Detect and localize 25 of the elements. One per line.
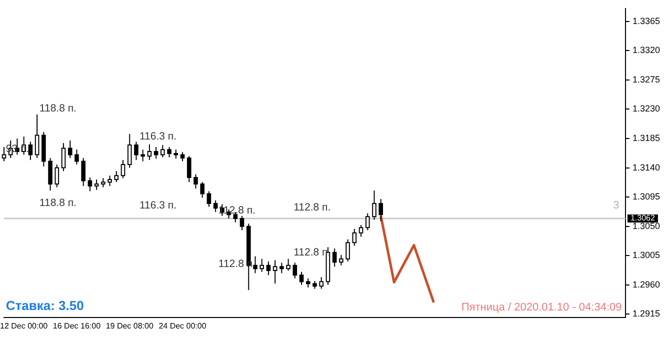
y-tick-label: 1.3095	[632, 192, 660, 202]
y-tick-label: 1.3005	[632, 250, 660, 260]
y-tick-label: 1.3050	[632, 220, 660, 231]
x-tick-label: 12 Dec 00:00	[0, 321, 48, 330]
x-tick-label: 24 Dec 00:00	[158, 321, 207, 330]
y-tick-label: 1.3275	[632, 74, 660, 84]
y-tick-label: 1.3230	[632, 104, 660, 114]
annotation: 118.8 п.	[39, 196, 76, 209]
annotation: 112.8 п.	[218, 258, 256, 270]
annotation: 112.8 п.	[294, 202, 331, 214]
annotation: 118.8 п.	[39, 102, 76, 114]
annotation: 116.3 п.	[139, 130, 177, 143]
y-tick-label: 1.3365	[632, 16, 660, 26]
y-tick-label: 1.3140	[632, 162, 660, 172]
annotation: Пятница / 2020.01.10 - 04:34:09	[461, 301, 622, 314]
annotation: 116.3 п.	[139, 200, 177, 212]
annotation: 3	[613, 199, 620, 212]
ref-line-label: 1.3062	[630, 214, 656, 223]
y-tick-label: 1.3320	[632, 45, 660, 56]
y-tick-label: 1.2915	[632, 308, 660, 319]
x-tick-label: 19 Dec 08:00	[106, 321, 154, 330]
x-tick-label: 16 Dec 16:00	[52, 321, 102, 330]
annotation: Ставка: 3.50	[6, 298, 84, 313]
y-tick-label: 1.3185	[632, 132, 660, 143]
y-tick-label: 1.2960	[632, 279, 660, 290]
